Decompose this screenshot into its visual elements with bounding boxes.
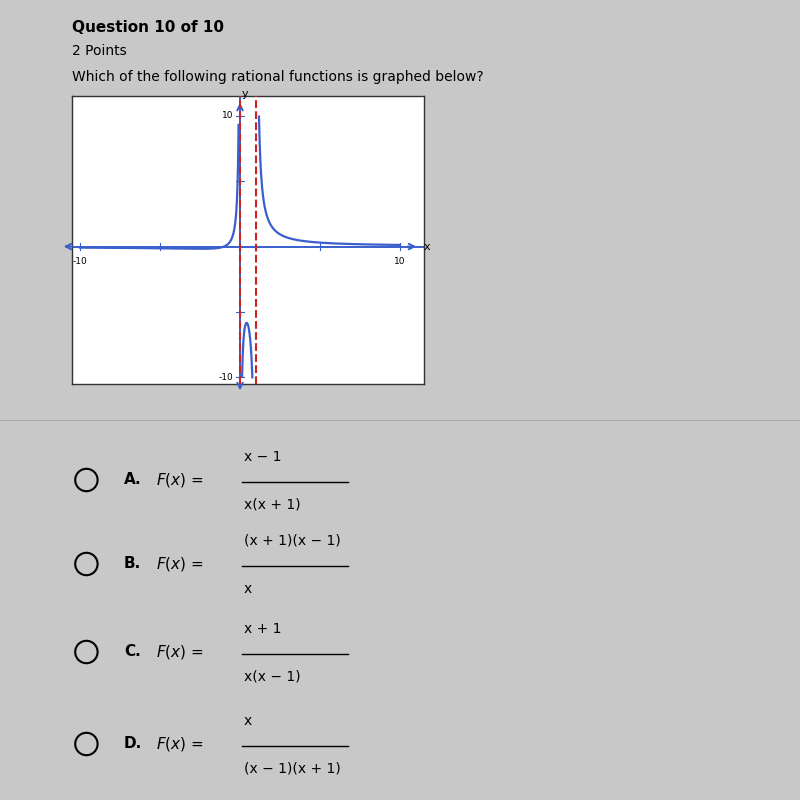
Text: Which of the following rational functions is graphed below?: Which of the following rational function…: [72, 70, 484, 84]
Text: (x + 1)(x − 1): (x + 1)(x − 1): [244, 534, 341, 548]
Text: B.: B.: [124, 557, 142, 571]
Text: $F(x)$ =: $F(x)$ =: [156, 643, 204, 661]
Text: -10: -10: [73, 257, 87, 266]
Text: x − 1: x − 1: [244, 450, 282, 464]
Text: $F(x)$ =: $F(x)$ =: [156, 555, 204, 573]
Text: 10: 10: [222, 111, 234, 120]
Text: D.: D.: [124, 737, 142, 751]
Text: A.: A.: [124, 473, 142, 487]
Text: C.: C.: [124, 645, 141, 659]
Text: Question 10 of 10: Question 10 of 10: [72, 20, 224, 35]
Text: x: x: [244, 582, 252, 595]
Text: $F(x)$ =: $F(x)$ =: [156, 735, 204, 753]
Text: (x − 1)(x + 1): (x − 1)(x + 1): [244, 762, 341, 776]
Text: x + 1: x + 1: [244, 622, 282, 636]
Text: 10: 10: [394, 257, 406, 266]
Text: x(x + 1): x(x + 1): [244, 498, 301, 512]
Text: x: x: [424, 242, 430, 251]
Text: 2 Points: 2 Points: [72, 44, 126, 58]
Text: $F(x)$ =: $F(x)$ =: [156, 471, 204, 489]
Text: -10: -10: [219, 373, 234, 382]
Text: y: y: [242, 89, 248, 98]
Text: x: x: [244, 714, 252, 728]
Text: x(x − 1): x(x − 1): [244, 670, 301, 683]
